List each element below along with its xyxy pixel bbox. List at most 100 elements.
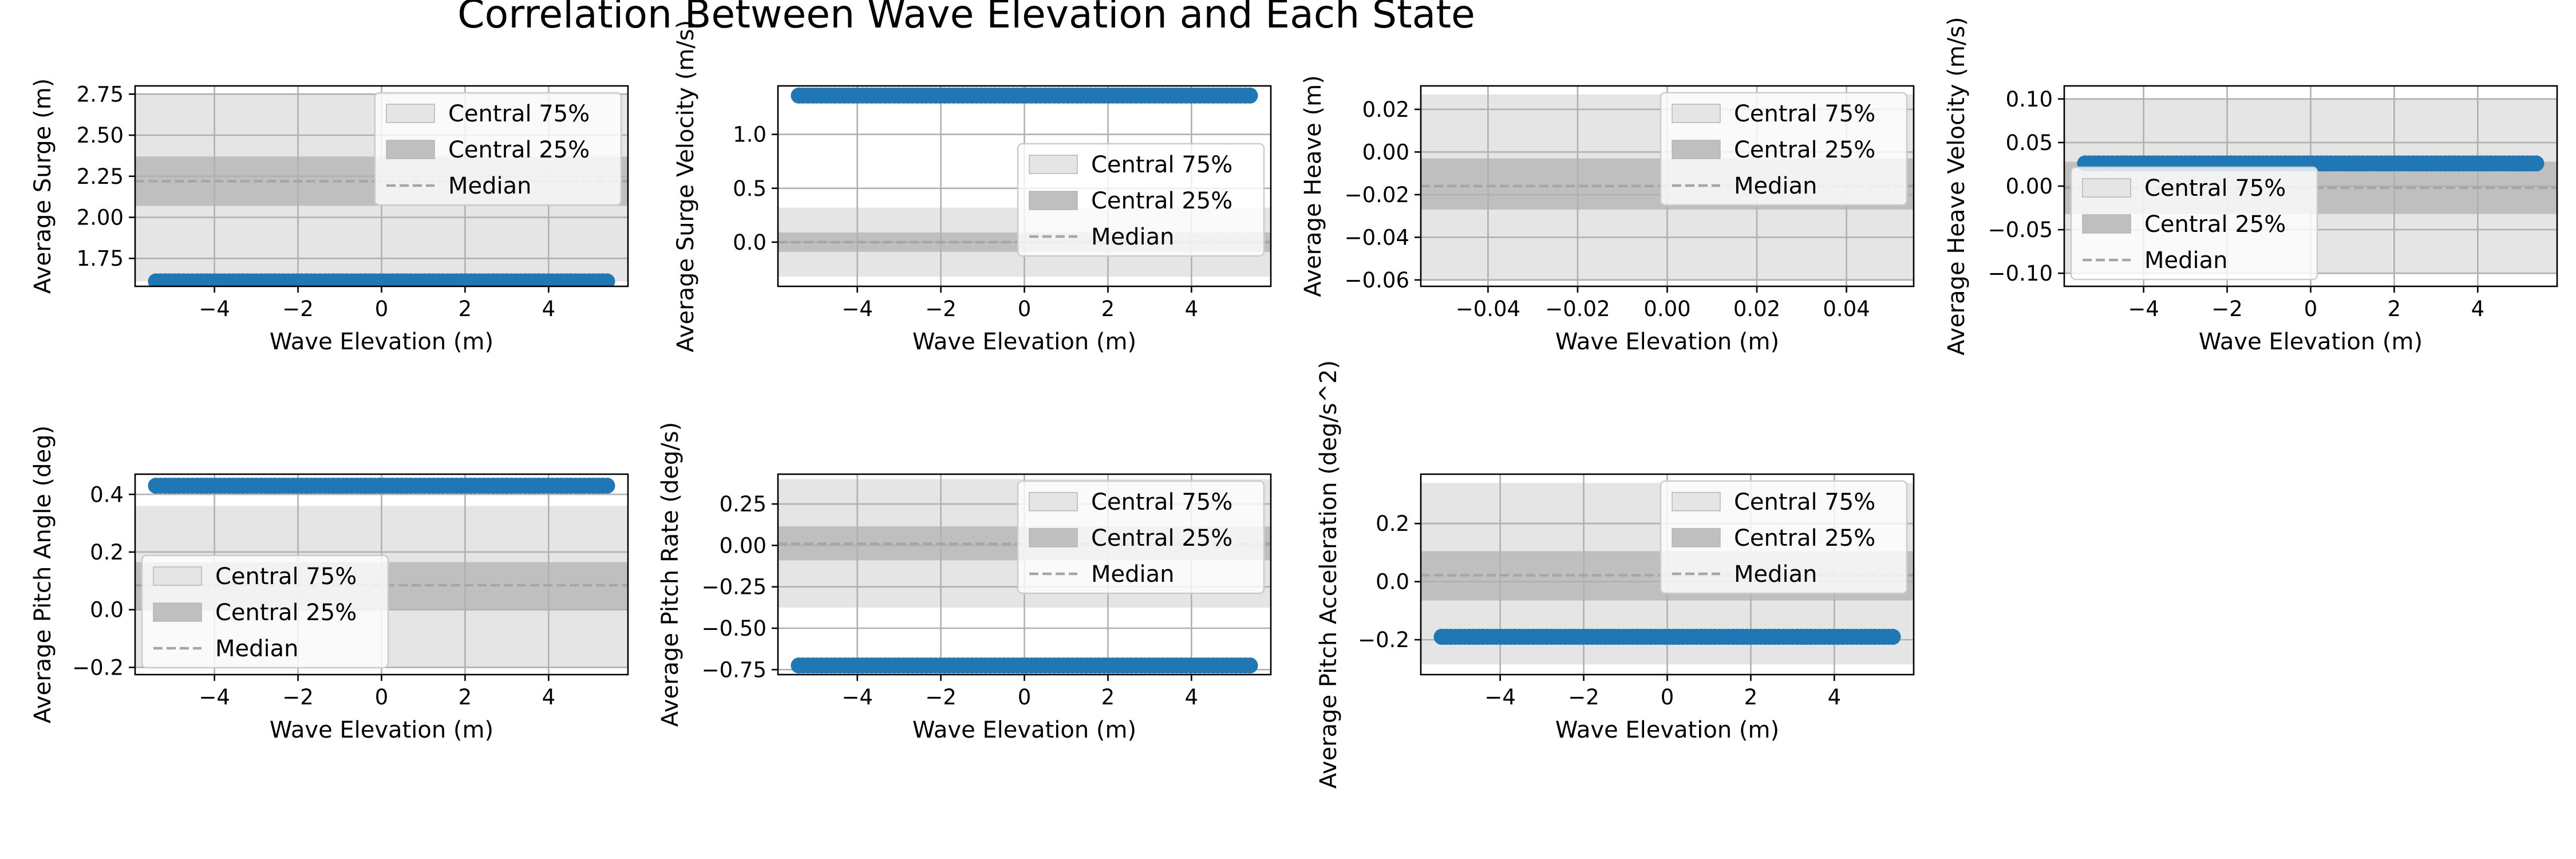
- y-axis-label: Average Heave (m): [1300, 75, 1326, 297]
- y-tick-label: −0.06: [1345, 268, 1409, 293]
- legend: Central 75% Central 25% Median: [1017, 143, 1265, 257]
- legend-label: Median: [1091, 224, 1175, 250]
- legend-central-25: Central 25%: [1672, 525, 1875, 551]
- y-tick-label: −0.75: [702, 657, 767, 682]
- x-tick-label: 2: [1101, 297, 1115, 321]
- x-tick-label: −2: [282, 685, 314, 710]
- x-tick-label: −4: [841, 685, 873, 710]
- legend-label: Median: [1734, 173, 1818, 199]
- legend-median: Median: [1029, 561, 1175, 588]
- subplot-3: −0.04 −0.02 0.00 0.02 0.04 −0.06 −0.04 −0.02 0.0…: [1300, 75, 1915, 355]
- x-tick-label: 2: [1101, 685, 1115, 710]
- y-axis-label: Average Pitch Acceleration (deg/s^2): [1315, 360, 1342, 789]
- legend-box: [1660, 480, 1908, 594]
- legend-central-25: Central 25%: [1672, 137, 1875, 163]
- y-tick-label: −0.02: [1345, 183, 1409, 207]
- legend: Central 75% Central 25% Median: [1660, 480, 1908, 594]
- subplot-6: −4 −2 0 2 4 −0.75 −0.50 −0.25 0.00 0.25 Wave Eleva…: [657, 422, 1272, 743]
- legend-label: Median: [2144, 247, 2228, 274]
- y-tick-label: −0.05: [1988, 218, 2053, 242]
- y-tick-label: 0.2: [90, 540, 124, 565]
- y-tick-label: 0.00: [720, 533, 767, 558]
- x-tick-label: −4: [841, 297, 873, 321]
- x-tick-label: −2: [925, 685, 957, 710]
- scatter-point: [1242, 657, 1258, 674]
- x-tick-label: −4: [199, 685, 230, 710]
- x-tick-label: −4: [199, 297, 230, 321]
- scatter-point: [599, 478, 615, 494]
- x-axis-label: Wave Elevation (m): [270, 329, 493, 355]
- x-axis-label: Wave Elevation (m): [1555, 717, 1779, 743]
- x-tick-label: 0: [1661, 685, 1674, 710]
- x-tick-label: 0: [375, 685, 389, 710]
- x-axis-label: Wave Elevation (m): [912, 717, 1136, 743]
- subplot-2: −4 −2 0 2 4 0.0 0.5 1.0 Wave Elevation (m) Averag…: [673, 20, 1272, 355]
- y-tick-label: 0.0: [1376, 570, 1409, 594]
- subplot-7: −4 −2 0 2 4 −0.2 0.0 0.2 Wave Elevation (m) Avera…: [1315, 360, 1915, 789]
- y-tick-label: −0.10: [1988, 261, 2053, 286]
- legend-swatch: [386, 104, 435, 123]
- legend-central-25: Central 25%: [2082, 211, 2286, 238]
- x-tick-label: 4: [542, 297, 556, 321]
- legend-label: Central 25%: [1091, 525, 1232, 551]
- x-tick-label: −2: [282, 297, 314, 321]
- legend-swatch: [2082, 178, 2131, 198]
- x-tick-label: −2: [1568, 685, 1599, 710]
- y-tick-label: 2.50: [77, 123, 124, 148]
- legend-central-25: Central 25%: [386, 137, 590, 163]
- y-axis-label: Average Surge (m): [30, 78, 56, 294]
- y-axis-label: Average Pitch Angle (deg): [30, 425, 56, 723]
- legend-median: Median: [1672, 173, 1818, 199]
- legend-box: [2070, 166, 2318, 281]
- y-tick-label: 1.0: [733, 123, 767, 147]
- legend-swatch: [1029, 492, 1078, 511]
- y-tick-label: −0.2: [1358, 628, 1409, 652]
- y-tick-label: −0.2: [72, 655, 124, 680]
- legend-label: Central 25%: [1734, 137, 1875, 163]
- y-tick-label: 0.25: [720, 492, 767, 517]
- y-tick-label: 0.00: [1362, 140, 1409, 164]
- legend-central-75: Central 75%: [1029, 152, 1232, 178]
- x-tick-label: −0.04: [1456, 297, 1520, 321]
- subplot-grid: −4 −2 0 2 4 1.75 2.00 2.25 2.50 2.75 Wave Elevatio…: [30, 17, 2558, 789]
- legend-label: Central 75%: [1734, 101, 1875, 127]
- x-tick-label: 2: [1744, 685, 1758, 710]
- x-tick-label: 4: [1185, 297, 1199, 321]
- y-tick-label: −0.04: [1345, 225, 1409, 250]
- legend-label: Central 75%: [1091, 489, 1232, 515]
- legend-central-75: Central 75%: [1672, 489, 1875, 515]
- x-tick-label: 0.04: [1823, 297, 1870, 321]
- legend-label: Median: [215, 636, 299, 662]
- legend-swatch: [1672, 492, 1721, 511]
- legend-swatch: [386, 140, 435, 159]
- legend-label: Central 25%: [1734, 525, 1875, 551]
- x-tick-label: 4: [2471, 297, 2485, 321]
- legend-swatch: [1029, 191, 1078, 210]
- legend-swatch: [1672, 140, 1721, 159]
- legend-label: Central 75%: [215, 564, 357, 590]
- y-tick-label: 1.75: [77, 246, 124, 271]
- legend-label: Central 75%: [448, 101, 590, 127]
- legend-central-75: Central 75%: [2082, 175, 2286, 202]
- y-tick-label: 2.25: [77, 164, 124, 189]
- scatter-point: [2528, 155, 2545, 172]
- x-tick-label: 0: [1018, 685, 1032, 710]
- legend-central-25: Central 25%: [1029, 525, 1232, 551]
- legend-central-25: Central 25%: [1029, 188, 1232, 214]
- y-tick-label: 0.4: [90, 482, 124, 507]
- legend-median: Median: [2083, 247, 2228, 274]
- legend-central-25: Central 25%: [153, 600, 357, 626]
- legend-label: Central 25%: [448, 137, 590, 163]
- x-axis-label: Wave Elevation (m): [912, 329, 1136, 355]
- x-tick-label: −2: [2211, 297, 2243, 321]
- legend-swatch: [2082, 214, 2131, 234]
- scatter-point: [1242, 87, 1258, 104]
- legend-median: Median: [386, 173, 532, 199]
- legend-label: Central 25%: [215, 600, 357, 626]
- legend-label: Median: [448, 173, 532, 199]
- x-axis-label: Wave Elevation (m): [2199, 329, 2423, 355]
- legend-label: Central 25%: [2144, 211, 2286, 238]
- legend-box: [374, 92, 622, 206]
- y-tick-label: −0.25: [702, 575, 767, 600]
- y-tick-label: 0.2: [1376, 511, 1409, 536]
